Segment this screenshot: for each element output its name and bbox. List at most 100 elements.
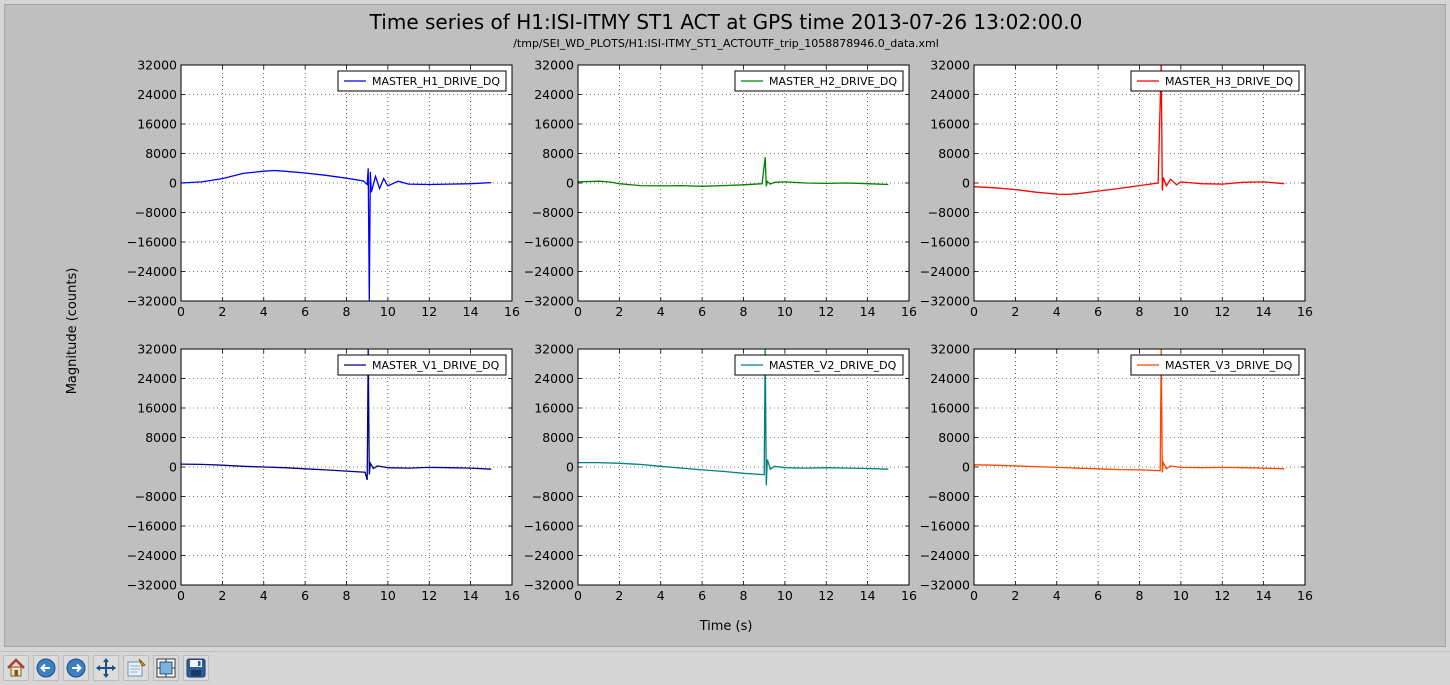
x-tick-label: 14	[1256, 588, 1272, 603]
series-line	[181, 168, 492, 301]
legend-label: MASTER_V1_DRIVE_DQ	[372, 359, 500, 372]
forward-button[interactable]	[63, 655, 89, 681]
y-tick-label: 8000	[542, 430, 574, 445]
axes-frame	[973, 348, 1306, 586]
y-tick-label: 32000	[137, 342, 177, 357]
x-tick-label: 12	[1214, 304, 1230, 319]
x-tick-label: 10	[777, 304, 793, 319]
series-line	[974, 349, 1285, 473]
y-tick-label: −16000	[920, 235, 970, 250]
x-tick-label: 8	[1136, 304, 1144, 319]
y-tick-label: −24000	[524, 264, 574, 279]
y-tick-label: 24000	[930, 371, 970, 386]
y-tick-label: 16000	[534, 117, 574, 132]
subplot: 0 2 4 6 8 10 12 14 16 −32000 −24000 −16000 −8000 0 800…	[127, 342, 520, 604]
x-tick-label: 2	[615, 304, 623, 319]
x-tick-label: 12	[1214, 588, 1230, 603]
x-tick-label: 10	[380, 304, 396, 319]
y-tick-label: −32000	[127, 294, 177, 309]
x-tick-label: 2	[615, 588, 623, 603]
x-tick-label: 0	[970, 304, 978, 319]
x-tick-label: 12	[818, 588, 834, 603]
legend-box	[734, 354, 904, 376]
y-tick-label: −16000	[524, 519, 574, 534]
x-tick-label: 4	[1053, 304, 1061, 319]
plot-canvas[interactable]: Time series of H1:ISI-ITMY ST1 ACT at GP…	[4, 4, 1446, 647]
series-line	[578, 349, 889, 486]
save-button[interactable]	[183, 655, 209, 681]
legend-label: MASTER_V2_DRIVE_DQ	[769, 359, 897, 372]
x-tick-label: 14	[463, 588, 479, 603]
x-tick-label: 8	[343, 588, 351, 603]
x-tick-label: 2	[1011, 304, 1019, 319]
x-tick-label: 16	[1297, 588, 1313, 603]
x-tick-label: 16	[901, 304, 917, 319]
zoom-button[interactable]	[123, 655, 149, 681]
legend: MASTER_V1_DRIVE_DQ	[337, 354, 507, 376]
y-tick-label: 16000	[137, 401, 177, 416]
x-tick-label: 16	[504, 304, 520, 319]
subplots-button[interactable]	[153, 655, 179, 681]
x-tick-label: 10	[380, 588, 396, 603]
y-tick-label: 8000	[145, 430, 177, 445]
axes-frame	[180, 348, 513, 586]
x-tick-label: 14	[1256, 304, 1272, 319]
x-tick-label: 10	[777, 588, 793, 603]
x-tick-label: 2	[218, 304, 226, 319]
series-line	[578, 157, 889, 187]
y-tick-label: −16000	[920, 519, 970, 534]
y-tick-label: −32000	[920, 294, 970, 309]
y-tick-label: 0	[962, 460, 970, 475]
y-tick-label: 24000	[534, 371, 574, 386]
axes-frame	[973, 64, 1306, 302]
y-tick-label: −8000	[928, 489, 970, 504]
y-axis-label: Magnitude (counts)	[65, 268, 80, 395]
x-tick-label: 10	[1173, 304, 1189, 319]
x-tick-label: 6	[301, 304, 309, 319]
x-tick-label: 8	[343, 304, 351, 319]
y-tick-label: 32000	[930, 58, 970, 73]
y-tick-label: −8000	[135, 489, 177, 504]
y-tick-label: 24000	[137, 87, 177, 102]
legend: MASTER_H3_DRIVE_DQ	[1130, 70, 1300, 92]
x-tick-label: 4	[657, 588, 665, 603]
y-tick-label: −8000	[928, 205, 970, 220]
x-tick-label: 8	[740, 304, 748, 319]
x-tick-label: 0	[177, 304, 185, 319]
back-button[interactable]	[33, 655, 59, 681]
y-tick-label: 16000	[930, 117, 970, 132]
x-tick-label: 0	[177, 588, 185, 603]
y-tick-label: 0	[566, 176, 574, 191]
y-tick-label: −16000	[127, 519, 177, 534]
subplot: 0 2 4 6 8 10 12 14 16 −32000 −24000 −16000 −8000 0 800…	[127, 58, 520, 320]
home-button[interactable]	[3, 655, 29, 681]
x-tick-label: 4	[260, 588, 268, 603]
navigation-toolbar	[0, 651, 1450, 685]
legend-box	[1130, 70, 1300, 92]
x-tick-label: 14	[860, 588, 876, 603]
axes-frame	[577, 64, 910, 302]
x-tick-label: 6	[698, 588, 706, 603]
arrow-left-icon	[36, 658, 56, 678]
arrow-right-icon	[66, 658, 86, 678]
y-tick-label: −8000	[532, 205, 574, 220]
series-line	[181, 349, 492, 481]
x-tick-label: 2	[1011, 588, 1019, 603]
y-tick-label: 32000	[930, 342, 970, 357]
y-tick-label: −24000	[127, 264, 177, 279]
x-tick-label: 6	[301, 588, 309, 603]
subplot-grid: 0 2 4 6 8 10 12 14 16−32000−24000−16000−80000800…	[127, 58, 1313, 604]
x-axis-label: Time (s)	[699, 619, 753, 634]
y-tick-label: 24000	[930, 87, 970, 102]
y-tick-label: −24000	[524, 548, 574, 563]
legend-label: MASTER_H1_DRIVE_DQ	[372, 75, 500, 88]
y-tick-label: −32000	[524, 294, 574, 309]
x-tick-label: 12	[421, 588, 437, 603]
x-tick-label: 4	[657, 304, 665, 319]
y-tick-label: 8000	[542, 146, 574, 161]
y-tick-label: 0	[962, 176, 970, 191]
pan-button[interactable]	[93, 655, 119, 681]
chart-subtitle: /tmp/SEI_WD_PLOTS/H1:ISI-ITMY_ST1_ACTOUT…	[513, 37, 939, 50]
subplots-icon	[156, 658, 176, 678]
x-tick-label: 0	[574, 588, 582, 603]
